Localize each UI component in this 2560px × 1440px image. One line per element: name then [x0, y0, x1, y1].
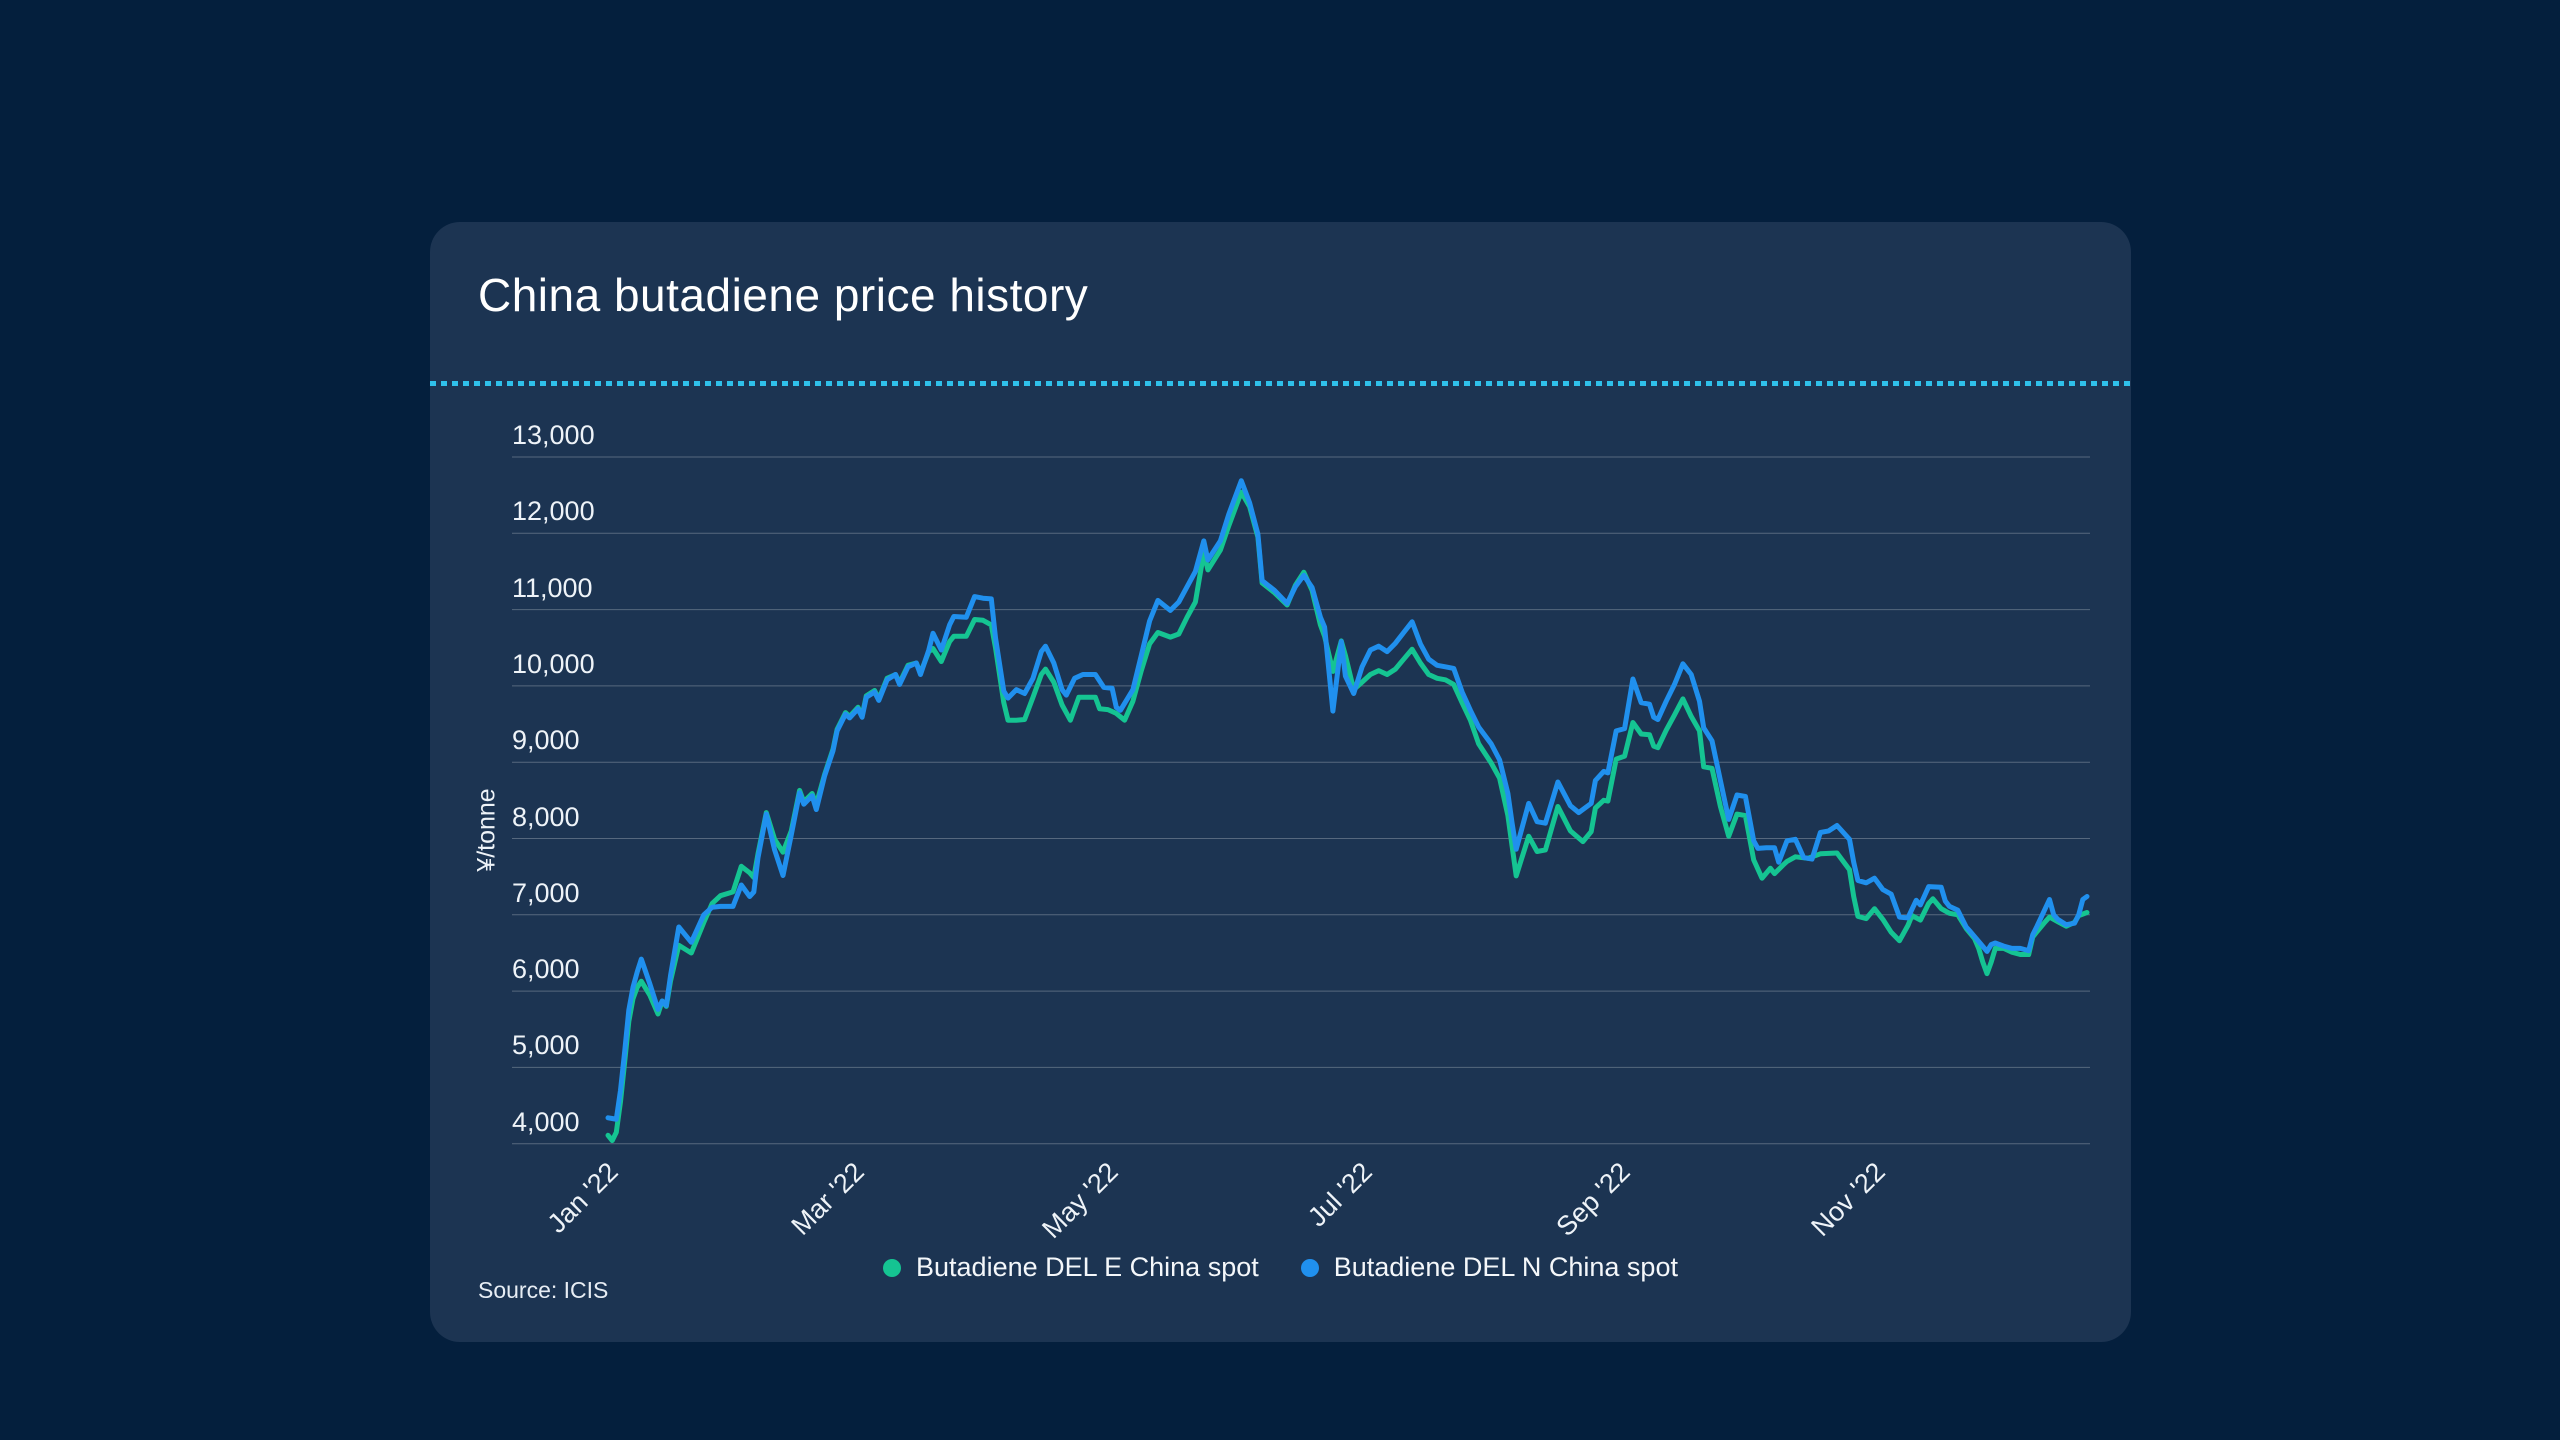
legend-label-e-china: Butadiene DEL E China spot — [916, 1252, 1259, 1282]
price-chart — [512, 456, 2090, 1145]
y-tick-label: 4,000 — [512, 1106, 580, 1137]
y-tick-label: 9,000 — [512, 725, 580, 756]
legend-marker-green-icon — [883, 1258, 902, 1277]
y-tick-label: 5,000 — [512, 1030, 580, 1061]
legend-marker-blue-icon — [1300, 1258, 1319, 1277]
y-tick-label: 7,000 — [512, 877, 580, 908]
y-tick-label: 13,000 — [512, 420, 595, 450]
dotted-divider — [430, 381, 2131, 386]
y-tick-label: 8,000 — [512, 801, 580, 832]
series-line-e-china — [605, 489, 2090, 1144]
legend-label-n-china: Butadiene DEL N China spot — [1333, 1252, 1678, 1282]
chart-card: China butadiene price history 4,000 5,000… — [430, 222, 2131, 1342]
legend-item-e-china[interactable]: Butadiene DEL E China spot — [883, 1252, 1259, 1283]
y-tick-label: 11,000 — [512, 572, 593, 603]
y-axis-title: ¥/tonne — [472, 788, 501, 873]
y-tick-label: 12,000 — [512, 496, 595, 527]
y-tick-label: 10,000 — [512, 648, 595, 679]
legend-item-n-china[interactable]: Butadiene DEL N China spot — [1300, 1252, 1678, 1283]
legend: Butadiene DEL E China spot Butadiene DEL… — [430, 1252, 2131, 1283]
plot-area: 4,000 5,000 6,000 7,000 8,000 9,000 10,000 11,0… — [430, 386, 2131, 1244]
card-header: China butadiene price history — [430, 222, 2131, 386]
source-credit: Source: ICIS — [478, 1277, 609, 1303]
y-tick-label: 6,000 — [512, 954, 580, 985]
series-line-n-china — [605, 478, 2090, 1122]
chart-title: China butadiene price history — [478, 269, 1089, 321]
